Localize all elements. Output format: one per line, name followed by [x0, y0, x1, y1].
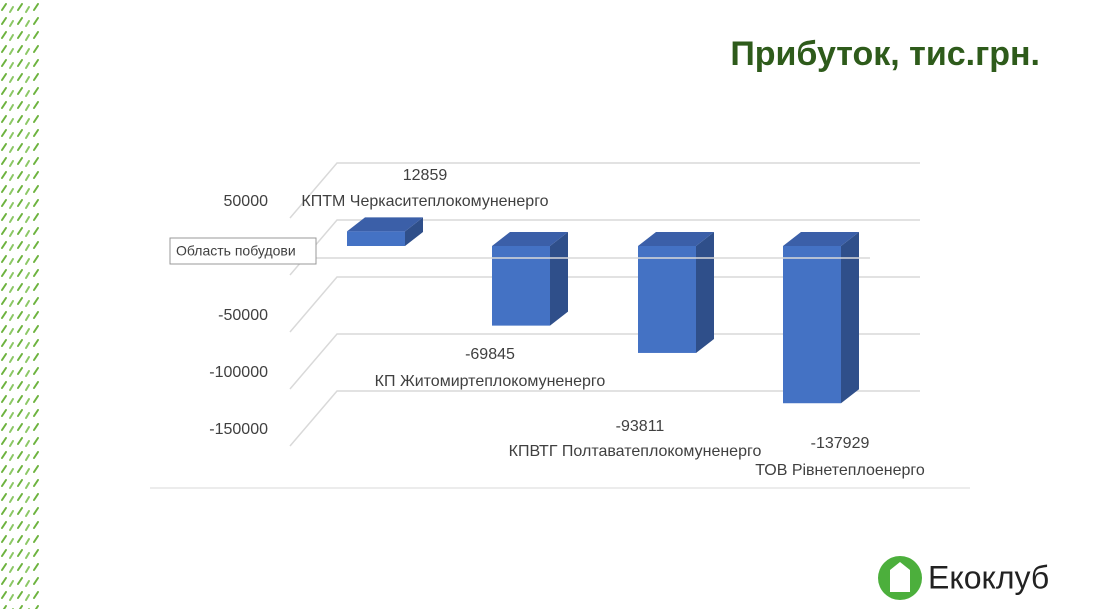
- y-tick-label: 50000: [224, 193, 269, 210]
- tooltip-text: Область побудови: [176, 243, 296, 259]
- grid-line: [289, 390, 920, 447]
- value-label: 12859: [403, 167, 448, 184]
- logo-text: Екоклуб: [928, 559, 1049, 595]
- bar-top: [783, 232, 859, 246]
- grid-line: [289, 162, 920, 219]
- bar-top: [492, 232, 568, 246]
- y-tick-label: -50000: [218, 307, 268, 324]
- y-tick-label: -100000: [209, 364, 268, 381]
- category-label: ТОВ Рівнетеплоенерго: [755, 462, 925, 479]
- bar-side: [405, 217, 423, 246]
- category-label: КП Житомиртеплокомуненерго: [375, 373, 606, 390]
- y-tick-label: -150000: [209, 421, 268, 438]
- grid-line: [289, 276, 920, 333]
- bar-side: [550, 232, 568, 326]
- bar: [347, 231, 405, 246]
- bar-side: [841, 232, 859, 404]
- bar: [783, 246, 841, 404]
- tooltip-box: [169, 237, 317, 265]
- logo: Екоклуб: [878, 556, 1049, 600]
- bar-top: [638, 232, 714, 246]
- decor-strip: [0, 0, 40, 609]
- value-label: -137929: [811, 435, 870, 452]
- bar: [638, 246, 696, 353]
- value-label: -69845: [465, 346, 515, 363]
- chart-title: Прибуток, тис.грн.: [730, 35, 1040, 73]
- value-label: -93811: [616, 418, 665, 435]
- grid-line: [289, 333, 920, 390]
- category-label: КПТМ Черкаситеплокомуненерго: [301, 193, 548, 210]
- category-label: КПВТГ Полтаватеплокомуненерго: [509, 443, 762, 460]
- bar-side: [696, 232, 714, 353]
- logo-house: [890, 562, 910, 592]
- bar-top: [347, 217, 423, 232]
- tooltip: Область побудови: [169, 237, 317, 265]
- bar: [492, 246, 550, 326]
